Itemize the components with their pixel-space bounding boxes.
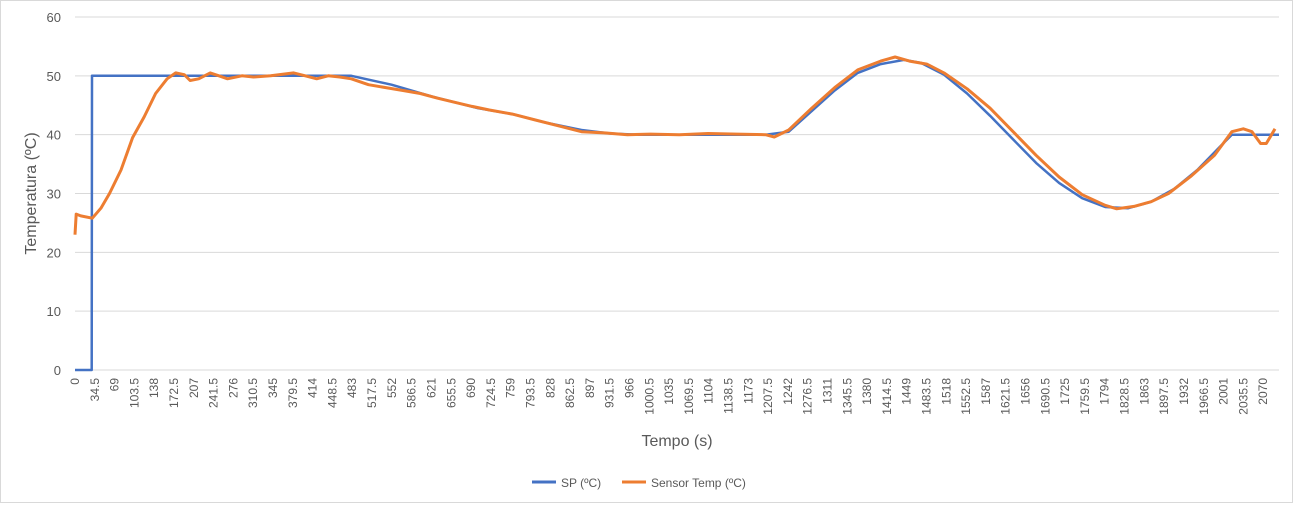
x-tick-label: 310.5 <box>246 378 260 408</box>
x-axis-title: Tempo (s) <box>641 433 712 450</box>
x-tick-label: 414 <box>306 378 320 398</box>
x-tick-label: 276 <box>226 378 240 398</box>
x-tick-label: 793.5 <box>523 378 537 408</box>
x-tick-label: 517.5 <box>365 378 379 408</box>
x-tick-label: 1000.5 <box>642 378 656 415</box>
x-tick-label: 1587 <box>979 378 993 405</box>
x-tick-label: 862.5 <box>563 378 577 408</box>
x-tick-label: 138 <box>147 378 161 398</box>
x-tick-label: 1656 <box>1019 378 1033 405</box>
legend: SP (ºC) Sensor Temp (ºC) <box>532 476 746 490</box>
x-tick-label: 655.5 <box>444 378 458 408</box>
x-tick-label: 586.5 <box>405 378 419 408</box>
x-tick-label: 172.5 <box>167 378 181 408</box>
x-tick-label: 1966.5 <box>1197 378 1211 415</box>
x-tick-label: 1138.5 <box>721 378 735 414</box>
x-tick-label: 1104 <box>702 378 716 404</box>
x-tick-label: 1242 <box>781 378 795 405</box>
x-tick-label: 1863 <box>1137 378 1151 405</box>
x-tick-label: 1483.5 <box>920 378 934 415</box>
series-lines <box>73 55 1279 372</box>
x-tick-label: 552 <box>385 378 399 398</box>
x-tick-label: 1725 <box>1058 378 1072 405</box>
x-tick-label: 1173 <box>741 378 755 404</box>
x-tick-label: 966 <box>622 378 636 398</box>
y-tick-label: 50 <box>47 69 61 84</box>
x-tick-label: 207 <box>187 378 201 398</box>
series-line-sp <box>75 58 1279 372</box>
x-tick-label: 1794 <box>1098 378 1112 405</box>
x-axis-tick-labels: 0 34.5 69 103.5 138 172.5 207 241.5 276 310.5 345 3… <box>68 378 1270 415</box>
legend-label: SP (ºC) <box>561 476 601 490</box>
y-tick-label: 60 <box>47 10 61 25</box>
series-line-sensor-temp <box>73 55 1277 235</box>
x-tick-label: 1207.5 <box>761 378 775 415</box>
x-tick-label: 931.5 <box>603 378 617 408</box>
x-tick-label: 759 <box>504 378 518 398</box>
x-tick-label: 379.5 <box>286 378 300 408</box>
x-tick-label: 345 <box>266 378 280 398</box>
legend-label: Sensor Temp (ºC) <box>651 476 746 490</box>
x-tick-label: 1449 <box>900 378 914 405</box>
x-tick-label: 2070 <box>1256 378 1270 405</box>
x-tick-label: 69 <box>108 378 122 392</box>
x-tick-label: 1552.5 <box>959 378 973 415</box>
x-tick-label: 1828.5 <box>1118 378 1132 415</box>
x-tick-label: 34.5 <box>88 378 102 402</box>
x-tick-label: 1759.5 <box>1078 378 1092 415</box>
x-tick-label: 1932 <box>1177 378 1191 405</box>
x-tick-label: 103.5 <box>127 378 141 408</box>
x-tick-label: 1311 <box>821 378 835 404</box>
x-tick-label: 1069.5 <box>682 378 696 415</box>
x-tick-label: 2001 <box>1217 378 1231 405</box>
y-tick-label: 40 <box>47 128 61 143</box>
x-tick-label: 1518 <box>939 378 953 405</box>
legend-item: Sensor Temp (ºC) <box>622 476 746 490</box>
x-tick-label: 621 <box>424 378 438 398</box>
x-tick-label: 448.5 <box>325 378 339 408</box>
x-tick-label: 1380 <box>860 378 874 405</box>
legend-item: SP (ºC) <box>532 476 601 490</box>
y-tick-label: 20 <box>47 245 61 260</box>
x-tick-label: 1414.5 <box>880 378 894 415</box>
x-tick-label: 241.5 <box>207 378 221 408</box>
x-tick-label: 724.5 <box>484 378 498 408</box>
x-tick-label: 483 <box>345 378 359 398</box>
y-tick-label: 0 <box>54 363 61 378</box>
x-tick-label: 1276.5 <box>801 378 815 415</box>
x-tick-label: 2035.5 <box>1236 378 1250 415</box>
y-tick-label: 10 <box>47 304 61 319</box>
x-tick-label: 0 <box>68 378 82 385</box>
gridlines <box>75 16 1279 371</box>
x-tick-label: 1897.5 <box>1157 378 1171 415</box>
x-tick-label: 1035 <box>662 378 676 405</box>
x-tick-label: 897 <box>583 378 597 398</box>
x-tick-label: 1690.5 <box>1038 378 1052 415</box>
x-tick-label: 828 <box>543 378 557 398</box>
y-axis-title: Temperatura (ºC) <box>23 132 40 254</box>
x-tick-label: 1621.5 <box>999 378 1013 415</box>
y-tick-label: 30 <box>47 187 61 202</box>
x-tick-label: 1345.5 <box>840 378 854 415</box>
x-tick-label: 690 <box>464 378 478 398</box>
y-axis-tick-labels: 0 10 20 30 40 50 60 <box>47 10 61 378</box>
